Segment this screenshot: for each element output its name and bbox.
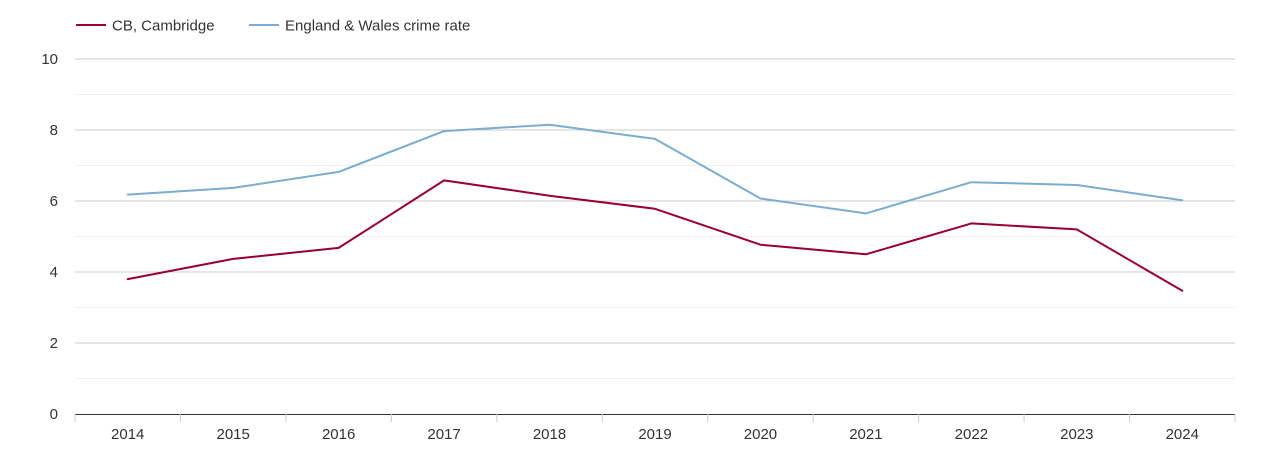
y-tick-label: 0	[50, 406, 58, 423]
x-tick-label: 2024	[1166, 426, 1199, 443]
y-tick-label: 4	[50, 264, 58, 281]
y-tick-label: 6	[50, 193, 58, 210]
legend-label: England & Wales crime rate	[285, 18, 470, 35]
series-line-0[interactable]	[126, 179, 1184, 292]
x-tick-label: 2018	[533, 426, 566, 443]
y-axis: 0 2 4 6 8 10	[41, 51, 58, 423]
legend-item-0[interactable]: CB, Cambridge	[76, 18, 215, 35]
y-tick-label: 2	[50, 335, 58, 352]
x-tick-label: 2016	[322, 426, 355, 443]
x-tick-label: 2017	[427, 426, 460, 443]
x-tick-label: 2014	[111, 426, 144, 443]
chart-gridlines	[75, 58, 1235, 379]
x-axis: 2014 2015 2016 2017 2018 2019 2020 2021 2022 2023…	[74, 414, 1236, 443]
y-tick-label: 8	[50, 122, 58, 139]
x-tick-label: 2019	[638, 426, 671, 443]
x-tick-label: 2023	[1060, 426, 1093, 443]
plot-area	[126, 123, 1184, 292]
x-tick-label: 2022	[955, 426, 988, 443]
chart-legend: CB, Cambridge England & Wales crime rate	[76, 18, 470, 35]
x-tick-label: 2021	[849, 426, 882, 443]
series-line-1[interactable]	[126, 123, 1184, 215]
x-tick-label: 2015	[216, 426, 249, 443]
y-tick-label: 10	[41, 51, 58, 68]
legend-label: CB, Cambridge	[112, 18, 215, 35]
legend-item-1[interactable]: England & Wales crime rate	[249, 18, 470, 35]
x-tick-label: 2020	[744, 426, 777, 443]
